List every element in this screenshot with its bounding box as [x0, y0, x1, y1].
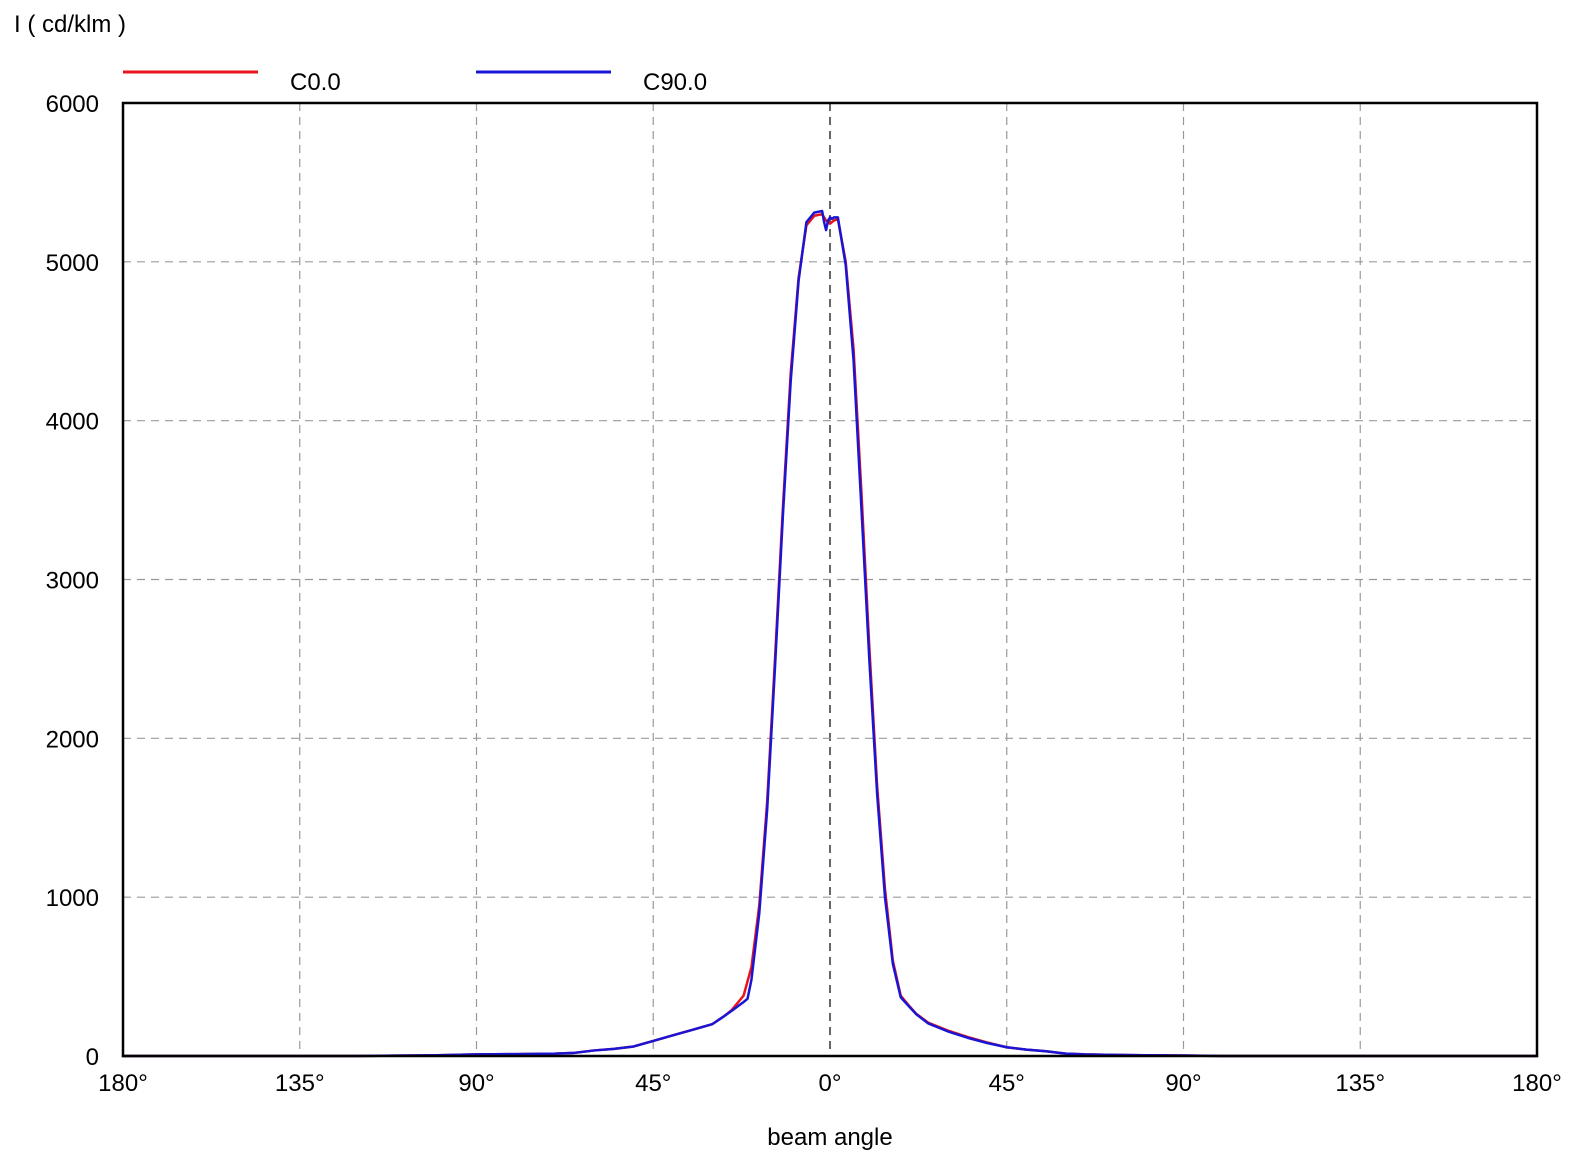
- x-tick-label: 90°: [1165, 1070, 1201, 1097]
- y-tick-label: 2000: [46, 726, 99, 753]
- y-tick-label: 4000: [46, 409, 99, 436]
- plot-frame: [121, 101, 1539, 1058]
- series-layer: [121, 209, 1539, 1058]
- x-tick-label: 135°: [275, 1070, 325, 1097]
- x-tick-label: 180°: [1512, 1070, 1562, 1097]
- x-tick-labels: 180° 135° 90° 45° 0° 45° 90° 135° 180°: [98, 1070, 1562, 1097]
- x-tick-label: 90°: [458, 1070, 494, 1097]
- series-line-c90-0: [121, 209, 1539, 1058]
- y-tick-label: 0: [86, 1044, 99, 1071]
- x-tick-label: 180°: [98, 1070, 148, 1097]
- y-tick-label: 1000: [46, 885, 99, 912]
- y-tick-labels: 0 1000 2000 3000 4000 5000 6000: [46, 91, 99, 1071]
- legend: C0.0 C90.0: [123, 69, 707, 96]
- x-tick-label: 135°: [1335, 1070, 1385, 1097]
- y-tick-label: 6000: [46, 91, 99, 118]
- y-tick-label: 5000: [46, 250, 99, 277]
- x-tick-label: 45°: [635, 1070, 671, 1097]
- x-tick-label: 0°: [819, 1070, 842, 1097]
- legend-label-c0-0: C0.0: [290, 69, 341, 96]
- x-tick-label: 45°: [989, 1070, 1025, 1097]
- grid: [123, 103, 1537, 1056]
- legend-label-c90-0: C90.0: [643, 69, 707, 96]
- y-axis-title: I ( cd/klm ): [14, 11, 126, 38]
- y-tick-label: 3000: [46, 568, 99, 595]
- x-axis-title: beam angle: [767, 1124, 892, 1151]
